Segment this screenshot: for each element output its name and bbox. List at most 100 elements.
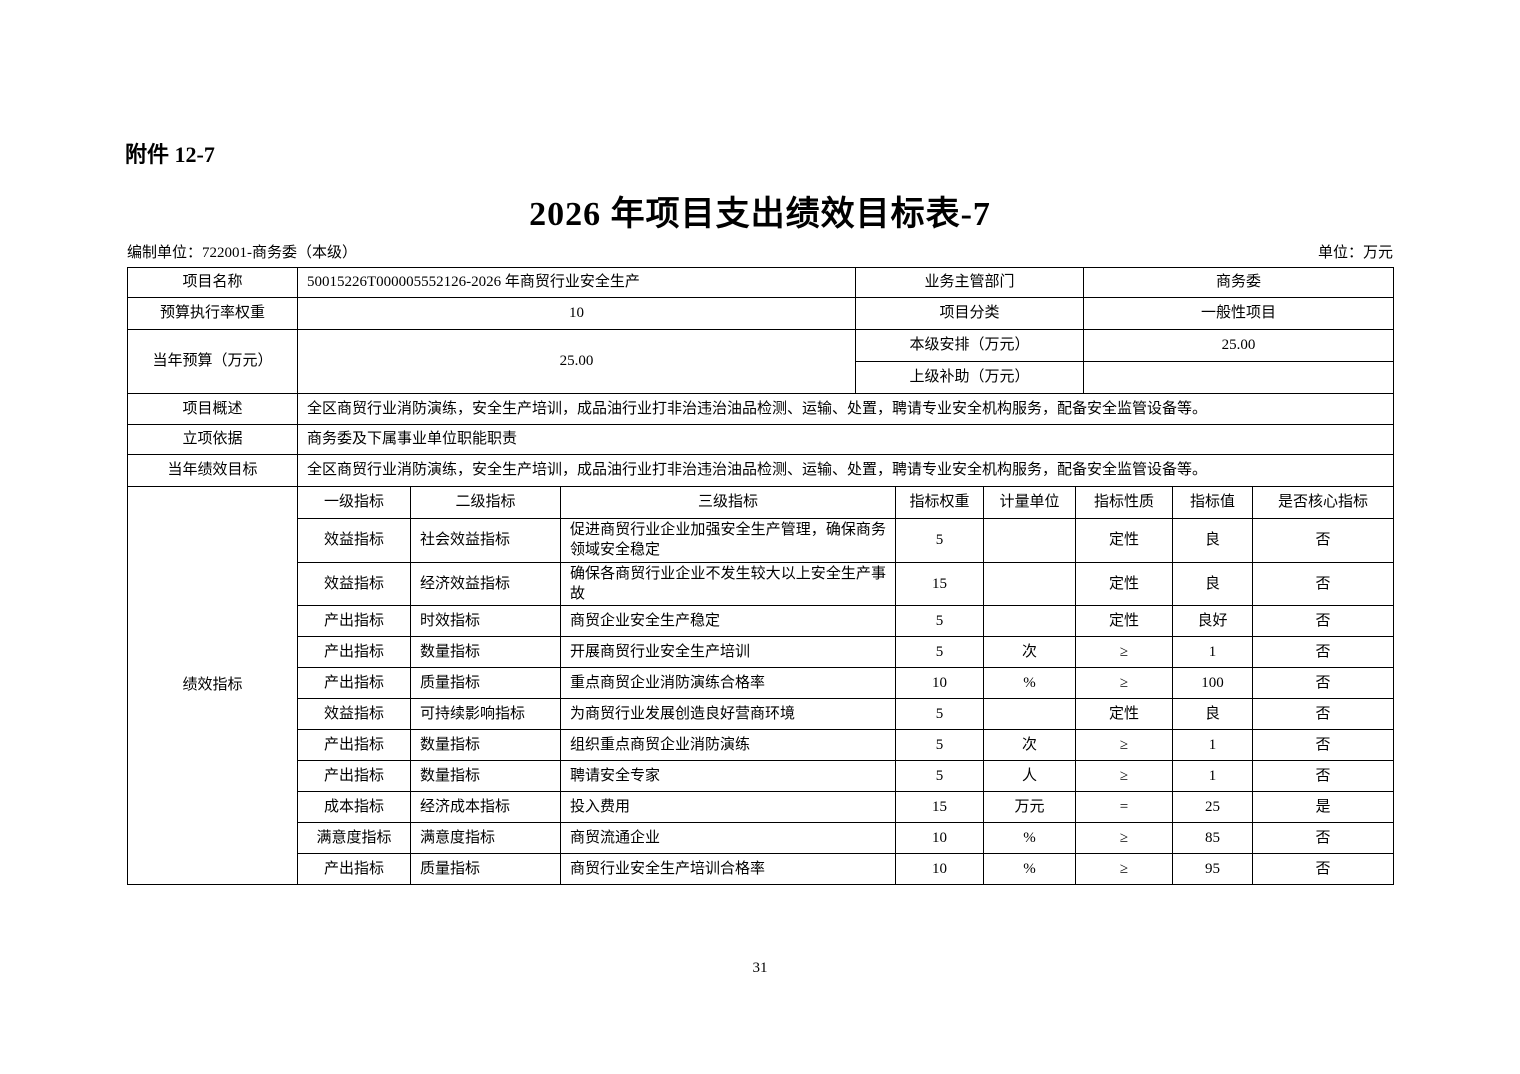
cell-unit: % xyxy=(983,822,1076,854)
indicator-row: 产出指标 数量指标 组织重点商贸企业消防演练 5 次 ≥ 1 否 xyxy=(128,729,1394,761)
table-row: 上级补助（万元） xyxy=(128,361,1394,394)
indicator-row: 产出指标 质量指标 重点商贸企业消防演练合格率 10 % ≥ 100 否 xyxy=(128,667,1394,699)
cell-level1: 效益指标 xyxy=(297,518,411,563)
cell-level2: 经济效益指标 xyxy=(410,561,561,606)
cell-value: 良 xyxy=(1172,518,1253,563)
cell-nature: 定性 xyxy=(1075,518,1173,563)
indicator-row: 效益指标 社会效益指标 促进商贸行业企业加强安全生产管理，确保商务领域安全稳定 … xyxy=(128,518,1394,563)
indicator-row: 效益指标 可持续影响指标 为商贸行业发展创造良好营商环境 5 定性 良 否 xyxy=(128,698,1394,730)
cell-core: 否 xyxy=(1252,729,1394,761)
cell-value: 100 xyxy=(1172,667,1253,699)
cell-level1: 效益指标 xyxy=(297,561,411,606)
table-row: 项目概述 全区商贸行业消防演练，安全生产培训，成品油行业打非治违治油品检测、运输… xyxy=(127,393,1394,425)
cell-level1: 产出指标 xyxy=(297,853,411,885)
header-level2: 二级指标 xyxy=(410,486,561,519)
cell-level1: 成本指标 xyxy=(297,791,411,823)
cell-value: 良好 xyxy=(1172,605,1253,637)
indicators-table: 绩效指标 一级指标 二级指标 三级指标 指标权重 计量单位 指标性质 指标值 是… xyxy=(127,486,1394,885)
cell-nature: ≥ xyxy=(1075,853,1173,885)
cell-value: 1 xyxy=(1172,760,1253,792)
annual-target-label: 当年绩效目标 xyxy=(127,454,298,487)
header-level1: 一级指标 xyxy=(297,486,411,519)
cell-level2: 数量指标 xyxy=(410,760,561,792)
project-name-value: 50015226T000005552126-2026 年商贸行业安全生产 xyxy=(297,267,856,298)
cell-core: 否 xyxy=(1252,561,1394,606)
budget-exec-weight-label: 预算执行率权重 xyxy=(127,297,298,330)
cell-level1: 满意度指标 xyxy=(297,822,411,854)
cell-unit: % xyxy=(983,667,1076,699)
cell-level3: 商贸企业安全生产稳定 xyxy=(560,605,896,637)
supervising-dept-value: 商务委 xyxy=(1083,267,1394,298)
current-year-budget-value: 25.00 xyxy=(297,329,856,394)
cell-weight: 5 xyxy=(895,605,984,637)
project-info-table: 项目名称 50015226T000005552126-2026 年商贸行业安全生… xyxy=(127,267,1394,487)
cell-level3: 重点商贸企业消防演练合格率 xyxy=(560,667,896,699)
cell-level3: 组织重点商贸企业消防演练 xyxy=(560,729,896,761)
cell-level3: 投入费用 xyxy=(560,791,896,823)
budget-exec-weight-value: 10 xyxy=(297,297,856,330)
cell-value: 25 xyxy=(1172,791,1253,823)
cell-level2: 时效指标 xyxy=(410,605,561,637)
project-basis-value: 商务委及下属事业单位职能职责 xyxy=(297,424,1394,455)
cell-value: 良 xyxy=(1172,698,1253,730)
project-overview-label: 项目概述 xyxy=(127,393,298,425)
superior-subsidy-label: 上级补助（万元） xyxy=(855,361,1084,394)
cell-nature: 定性 xyxy=(1075,561,1173,606)
cell-core: 否 xyxy=(1252,636,1394,668)
page-number: 31 xyxy=(752,960,768,976)
cell-level1: 产出指标 xyxy=(297,605,411,637)
table-row: 立项依据 商务委及下属事业单位职能职责 xyxy=(127,424,1394,455)
cell-core: 否 xyxy=(1252,605,1394,637)
cell-core: 否 xyxy=(1252,518,1394,563)
attachment-label: 附件 12-7 xyxy=(125,142,215,167)
header-value: 指标值 xyxy=(1172,486,1253,519)
supervising-dept-label: 业务主管部门 xyxy=(855,267,1084,298)
cell-unit: 次 xyxy=(983,636,1076,668)
cell-weight: 15 xyxy=(895,561,984,606)
cell-core: 否 xyxy=(1252,822,1394,854)
table-row: 预算执行率权重 10 项目分类 一般性项目 xyxy=(127,297,1394,330)
local-arrangement-label: 本级安排（万元） xyxy=(855,329,1084,362)
cell-core: 是 xyxy=(1252,791,1394,823)
table-row: 当年预算（万元） 25.00 本级安排（万元） 25.00 xyxy=(127,329,1394,394)
cell-level3: 商贸流通企业 xyxy=(560,822,896,854)
cell-weight: 5 xyxy=(895,636,984,668)
indicator-row: 产出指标 数量指标 聘请安全专家 5 人 ≥ 1 否 xyxy=(128,760,1394,792)
table-row: 当年绩效目标 全区商贸行业消防演练，安全生产培训，成品油行业打非治违治油品检测、… xyxy=(127,454,1394,487)
cell-weight: 10 xyxy=(895,853,984,885)
local-arrangement-value: 25.00 xyxy=(1083,329,1394,362)
cell-value: 良 xyxy=(1172,561,1253,606)
cell-value: 85 xyxy=(1172,822,1253,854)
cell-level3: 为商贸行业发展创造良好营商环境 xyxy=(560,698,896,730)
cell-weight: 5 xyxy=(895,729,984,761)
cell-value: 95 xyxy=(1172,853,1253,885)
project-category-value: 一般性项目 xyxy=(1083,297,1394,330)
cell-level2: 质量指标 xyxy=(410,853,561,885)
cell-nature: ≥ xyxy=(1075,729,1173,761)
project-category-label: 项目分类 xyxy=(855,297,1084,330)
superior-subsidy-value xyxy=(1083,361,1394,394)
cell-weight: 5 xyxy=(895,698,984,730)
header-weight: 指标权重 xyxy=(895,486,984,519)
annual-target-value: 全区商贸行业消防演练，安全生产培训，成品油行业打非治违治油品检测、运输、处置，聘… xyxy=(297,454,1394,487)
cell-level1: 产出指标 xyxy=(297,760,411,792)
cell-nature: 定性 xyxy=(1075,605,1173,637)
cell-value: 1 xyxy=(1172,729,1253,761)
indicator-row: 产出指标 时效指标 商贸企业安全生产稳定 5 定性 良好 否 xyxy=(128,605,1394,637)
cell-nature: ≥ xyxy=(1075,636,1173,668)
cell-unit: 次 xyxy=(983,729,1076,761)
project-basis-label: 立项依据 xyxy=(127,424,298,455)
header-unit: 计量单位 xyxy=(983,486,1076,519)
cell-level2: 经济成本指标 xyxy=(410,791,561,823)
cell-unit: 人 xyxy=(983,760,1076,792)
cell-weight: 10 xyxy=(895,667,984,699)
cell-unit: 万元 xyxy=(983,791,1076,823)
prepared-by-label: 编制单位：722001-商务委（本级） xyxy=(127,245,357,261)
project-name-label: 项目名称 xyxy=(127,267,298,298)
cell-level2: 满意度指标 xyxy=(410,822,561,854)
unit-note-label: 单位：万元 xyxy=(1317,245,1393,261)
cell-core: 否 xyxy=(1252,760,1394,792)
cell-level3: 商贸行业安全生产培训合格率 xyxy=(560,853,896,885)
cell-nature: ≥ xyxy=(1075,822,1173,854)
